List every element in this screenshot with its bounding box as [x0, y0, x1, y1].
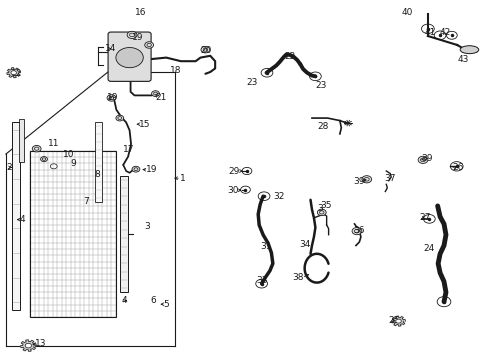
Text: 30: 30: [226, 186, 238, 195]
Circle shape: [361, 176, 371, 183]
Text: 23: 23: [246, 78, 258, 87]
Circle shape: [116, 48, 143, 68]
FancyBboxPatch shape: [108, 32, 151, 81]
Text: 41: 41: [424, 28, 435, 37]
Text: 23: 23: [315, 81, 326, 90]
Text: 37: 37: [383, 174, 395, 183]
Text: 10: 10: [62, 150, 74, 159]
Text: 19: 19: [132, 33, 143, 42]
Circle shape: [201, 46, 209, 53]
Text: 21: 21: [155, 93, 166, 102]
Text: 6: 6: [150, 296, 156, 305]
Text: 14: 14: [105, 44, 116, 53]
Circle shape: [116, 115, 123, 121]
Text: 31: 31: [260, 242, 271, 251]
Polygon shape: [7, 68, 20, 78]
Polygon shape: [391, 316, 405, 326]
Text: 27: 27: [419, 213, 430, 222]
Text: 20: 20: [200, 46, 211, 55]
Text: 25: 25: [388, 316, 399, 325]
Ellipse shape: [459, 46, 478, 54]
Text: 33: 33: [256, 276, 267, 284]
Text: 39: 39: [352, 177, 364, 186]
Text: 22: 22: [284, 52, 295, 61]
Text: 40: 40: [401, 8, 412, 17]
Circle shape: [395, 319, 401, 323]
Circle shape: [132, 166, 140, 172]
Text: 1: 1: [180, 174, 185, 183]
Text: 26: 26: [452, 163, 463, 172]
Circle shape: [41, 157, 47, 162]
Text: 38: 38: [292, 274, 304, 282]
Circle shape: [25, 343, 31, 348]
Text: 3: 3: [316, 204, 322, 213]
Bar: [30, 151, 116, 317]
Text: 13: 13: [35, 339, 47, 348]
Text: 19: 19: [145, 165, 157, 174]
Circle shape: [144, 42, 153, 48]
Text: 4: 4: [121, 296, 127, 305]
Circle shape: [11, 71, 17, 75]
Text: 12: 12: [11, 69, 22, 78]
Text: 4: 4: [20, 215, 25, 224]
Circle shape: [127, 31, 137, 39]
Text: 39: 39: [421, 154, 432, 163]
Text: 32: 32: [272, 192, 284, 201]
Circle shape: [317, 209, 325, 216]
Text: 35: 35: [320, 202, 331, 210]
Circle shape: [151, 91, 159, 96]
Bar: [120, 176, 127, 292]
Text: 18: 18: [170, 66, 182, 75]
Text: 2: 2: [6, 163, 12, 172]
Text: 19: 19: [106, 93, 118, 102]
Text: 8: 8: [94, 170, 100, 179]
Text: 29: 29: [228, 166, 239, 175]
Text: 24: 24: [422, 244, 433, 253]
Bar: [19, 119, 24, 162]
Circle shape: [107, 95, 116, 101]
Text: 5: 5: [163, 300, 169, 309]
Text: 16: 16: [134, 8, 146, 17]
Text: 36: 36: [352, 226, 364, 235]
Text: 43: 43: [456, 55, 468, 64]
Text: 17: 17: [123, 145, 135, 154]
Text: 9: 9: [70, 159, 76, 168]
Bar: [95, 122, 102, 202]
Circle shape: [32, 145, 41, 152]
Circle shape: [351, 228, 361, 235]
Text: 34: 34: [299, 240, 310, 248]
Text: 28: 28: [316, 122, 327, 131]
Text: 11: 11: [48, 139, 60, 148]
Circle shape: [417, 156, 427, 163]
Text: 15: 15: [139, 120, 151, 129]
Bar: [12, 122, 20, 310]
Polygon shape: [20, 340, 36, 351]
Text: 7: 7: [83, 197, 89, 206]
Text: 3: 3: [144, 222, 150, 231]
Text: 42: 42: [438, 28, 449, 37]
